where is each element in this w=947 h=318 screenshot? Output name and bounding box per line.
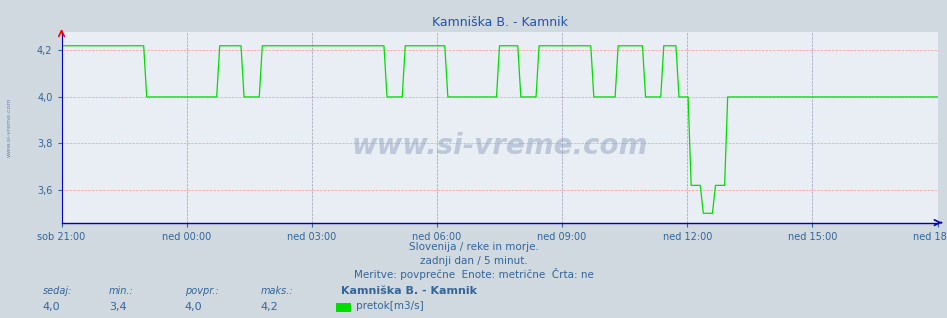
Text: www.si-vreme.com: www.si-vreme.com: [351, 132, 648, 160]
Text: zadnji dan / 5 minut.: zadnji dan / 5 minut.: [420, 256, 527, 266]
Text: 4,0: 4,0: [185, 302, 203, 312]
Text: Kamniška B. - Kamnik: Kamniška B. - Kamnik: [341, 286, 477, 296]
Text: min.:: min.:: [109, 286, 134, 296]
Text: 4,0: 4,0: [43, 302, 61, 312]
Text: Meritve: povprečne  Enote: metrične  Črta: ne: Meritve: povprečne Enote: metrične Črta:…: [353, 268, 594, 280]
Text: maks.:: maks.:: [260, 286, 293, 296]
Text: povpr.:: povpr.:: [185, 286, 219, 296]
Text: sedaj:: sedaj:: [43, 286, 72, 296]
Text: pretok[m3/s]: pretok[m3/s]: [356, 301, 424, 311]
Text: 4,2: 4,2: [260, 302, 278, 312]
Text: 3,4: 3,4: [109, 302, 127, 312]
Text: Slovenija / reke in morje.: Slovenija / reke in morje.: [408, 242, 539, 252]
Title: Kamniška B. - Kamnik: Kamniška B. - Kamnik: [432, 16, 567, 29]
Text: www.si-vreme.com: www.si-vreme.com: [7, 97, 12, 157]
